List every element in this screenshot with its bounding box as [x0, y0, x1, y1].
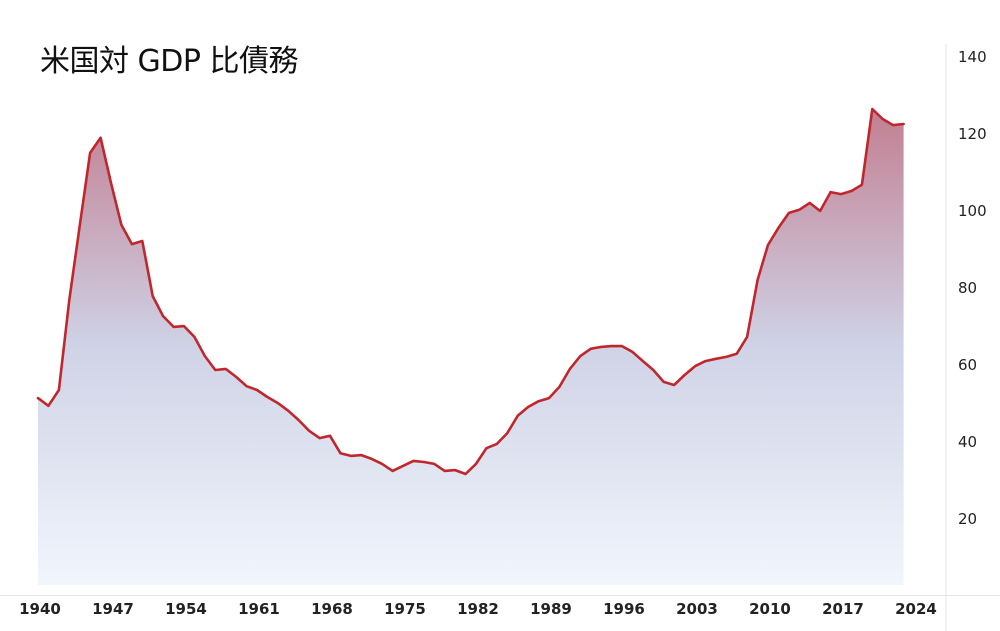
- debt-area-fill: [38, 109, 904, 585]
- x-tick-label: 1961: [238, 600, 280, 618]
- y-tick-label: 40: [958, 433, 978, 451]
- y-tick-label: 60: [958, 356, 978, 374]
- chart-title: 米国対 GDP 比債務: [40, 44, 299, 79]
- y-tick-label: 20: [958, 510, 978, 528]
- x-tick-label: 2003: [676, 600, 718, 618]
- x-tick-label: 1975: [384, 600, 426, 618]
- debt-line-series: [36, 107, 905, 476]
- x-tick-label: 2010: [749, 600, 791, 618]
- y-tick-label: 120: [958, 125, 987, 143]
- y-axis: 140 120 100 80 60 40 20: [946, 0, 1000, 631]
- x-tick-label: 1982: [457, 600, 499, 618]
- x-tick-label: 1940: [19, 600, 61, 618]
- y-tick-label: 100: [958, 202, 987, 220]
- x-tick-label: 1954: [165, 600, 207, 618]
- x-tick-label: 2017: [822, 600, 864, 618]
- x-tick-label: 1996: [603, 600, 645, 618]
- x-axis: 1940 1947 1954 1961 1968 1975 1982 1989 …: [0, 596, 946, 631]
- x-tick-label: 2024: [895, 600, 937, 618]
- x-tick-label: 1947: [92, 600, 134, 618]
- y-tick-label: 80: [958, 279, 978, 297]
- x-tick-label: 1989: [530, 600, 572, 618]
- x-tick-label: 1968: [311, 600, 353, 618]
- y-tick-label: 140: [958, 48, 987, 66]
